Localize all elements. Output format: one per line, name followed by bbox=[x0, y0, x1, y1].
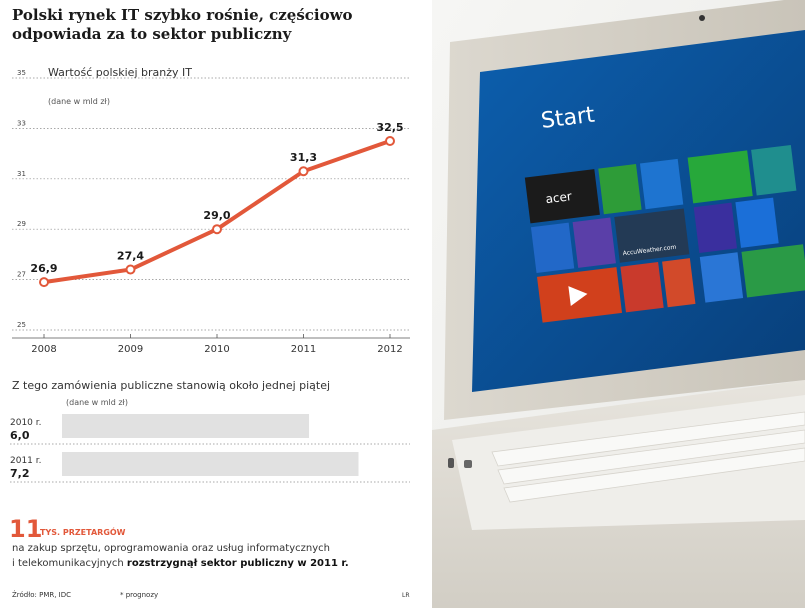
data-point bbox=[298, 166, 309, 177]
tile-acer bbox=[524, 169, 600, 224]
tile-weather bbox=[614, 208, 690, 263]
tile-ie bbox=[639, 158, 684, 210]
data-label: 31,3 bbox=[290, 151, 317, 164]
bar-category-label: 2011 r. bbox=[10, 456, 42, 466]
x-tick-label: 2009 bbox=[118, 344, 143, 355]
tile-green-2 bbox=[741, 244, 805, 298]
tile-blue bbox=[735, 197, 779, 248]
tile-green bbox=[687, 150, 753, 204]
data-label: 29,0 bbox=[203, 209, 230, 222]
laptop-photo: Start acer AccuWeather.com bbox=[432, 0, 805, 608]
y-tick-label: 35 bbox=[17, 69, 26, 77]
bar-chart-unit: (dane w mld zł) bbox=[66, 398, 128, 407]
tile-teal bbox=[751, 145, 797, 196]
y-tick-label: 31 bbox=[17, 170, 26, 178]
x-tick-label: 2011 bbox=[291, 344, 316, 355]
x-tick-label: 2008 bbox=[31, 344, 56, 355]
bar bbox=[62, 452, 359, 476]
footer-source: Źródło: PMR, IDC bbox=[12, 590, 71, 599]
y-tick-label: 29 bbox=[17, 220, 26, 228]
line-chart-unit: (dane w mld zł) bbox=[48, 97, 110, 106]
port-icon bbox=[448, 458, 454, 468]
bar-chart-title: Z tego zamówienia publiczne stanowią oko… bbox=[12, 379, 330, 392]
x-tick-label: 2010 bbox=[204, 344, 229, 355]
data-point bbox=[125, 264, 136, 275]
tile-red bbox=[620, 262, 664, 313]
data-label: 26,9 bbox=[30, 262, 57, 275]
data-point bbox=[212, 224, 222, 235]
y-tick-label: 25 bbox=[17, 321, 26, 329]
bar-value-label: 7,2 bbox=[10, 467, 30, 480]
y-tick-label: 33 bbox=[17, 119, 26, 127]
data-point bbox=[385, 136, 395, 146]
y-tick-label: 27 bbox=[17, 271, 26, 279]
data-label: 27,4 bbox=[117, 250, 144, 263]
stat-unit: TYS. PRZETARGÓW bbox=[40, 526, 126, 537]
bar bbox=[62, 414, 310, 438]
bar-value-label: 6,0 bbox=[10, 429, 30, 442]
tile-games bbox=[598, 164, 642, 215]
headline: Polski rynek IT szybko rośnie, częściowo… bbox=[12, 6, 353, 43]
tile-acer-label: acer bbox=[545, 189, 573, 206]
x-tick-label: 2012 bbox=[377, 344, 402, 355]
line-chart-title: Wartość polskiej branży IT bbox=[48, 66, 192, 79]
stat-line-2-bold: rozstrzygnął sektor publiczny w 2011 r. bbox=[127, 558, 349, 569]
footer-note: * prognozy bbox=[120, 591, 158, 599]
footer-credit: LR bbox=[402, 592, 410, 599]
stat-line-1: na zakup sprzętu, oprogramowania oraz us… bbox=[12, 543, 330, 554]
data-point bbox=[39, 277, 49, 288]
infographic-chart: Wartość polskiej branży IT (dane w mld zł… bbox=[9, 66, 410, 599]
start-tiles: acer AccuWeather.com bbox=[524, 145, 805, 323]
bar-category-label: 2010 r. bbox=[10, 418, 42, 428]
tile-music bbox=[572, 217, 616, 268]
stat-number: 11 bbox=[9, 515, 42, 543]
tile-store bbox=[530, 222, 575, 273]
stat-line-2: i telekomunikacyjnych rozstrzygnął sekto… bbox=[12, 558, 349, 569]
webcam-icon bbox=[699, 15, 705, 21]
port-icon bbox=[464, 460, 472, 468]
laptop-illustration: Start acer AccuWeather.com bbox=[432, 0, 805, 608]
infographic-panel: Polski rynek IT szybko rośnie, częściowo… bbox=[9, 6, 410, 599]
tile-red-2 bbox=[662, 258, 696, 308]
stat-line-2-plain: i telekomunikacyjnych bbox=[12, 558, 127, 569]
tile-blue-2 bbox=[699, 252, 744, 303]
keyboard-keys bbox=[491, 411, 805, 503]
tile-purple bbox=[693, 202, 738, 253]
data-label: 32,5 bbox=[376, 121, 403, 134]
